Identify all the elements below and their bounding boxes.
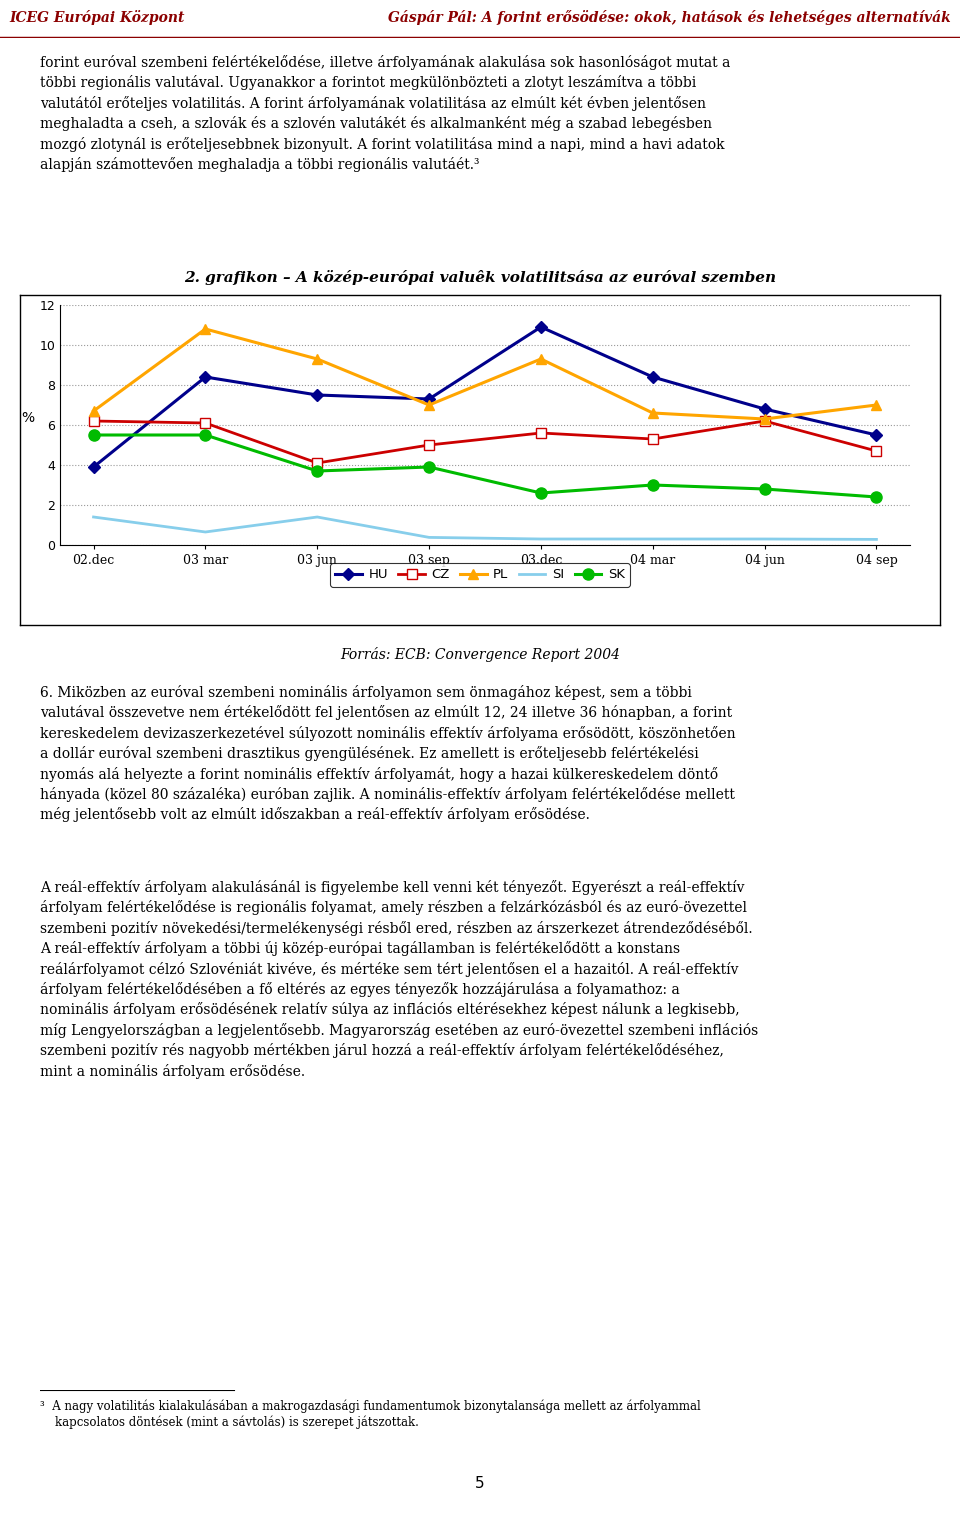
Text: 6. Miközben az euróval szembeni nominális árfolyamon sem önmagához képest, sem a: 6. Miközben az euróval szembeni nomináli… xyxy=(40,685,735,823)
Text: A reál-effektív árfolyam alakulásánál is figyelembe kell venni két tényezőt. Egy: A reál-effektív árfolyam alakulásánál is… xyxy=(40,880,758,1079)
Text: ICEG Európai Központ: ICEG Európai Központ xyxy=(10,9,185,24)
Text: Forrás: ECB: Convergence Report 2004: Forrás: ECB: Convergence Report 2004 xyxy=(340,647,620,662)
Text: Gáspár Pál: A forint erősödése: okok, hatások és lehetséges alternatívák: Gáspár Pál: A forint erősödése: okok, ha… xyxy=(388,9,950,24)
Legend: HU, CZ, PL, SI, SK: HU, CZ, PL, SI, SK xyxy=(330,564,630,586)
Text: forint euróval szembeni felértékelődése, illetve árfolyamának alakulása sok haso: forint euróval szembeni felértékelődése,… xyxy=(40,55,731,173)
Text: 2. grafikon – A közép-európai valuêk volatilitsása az euróval szemben: 2. grafikon – A közép-európai valuêk vol… xyxy=(184,270,776,285)
Text: 5: 5 xyxy=(475,1476,485,1491)
Y-axis label: %: % xyxy=(21,411,35,426)
Text: ³  A nagy volatilitás kialakulásában a makrogazdasági fundamentumok bizonytalans: ³ A nagy volatilitás kialakulásában a ma… xyxy=(40,1400,701,1429)
